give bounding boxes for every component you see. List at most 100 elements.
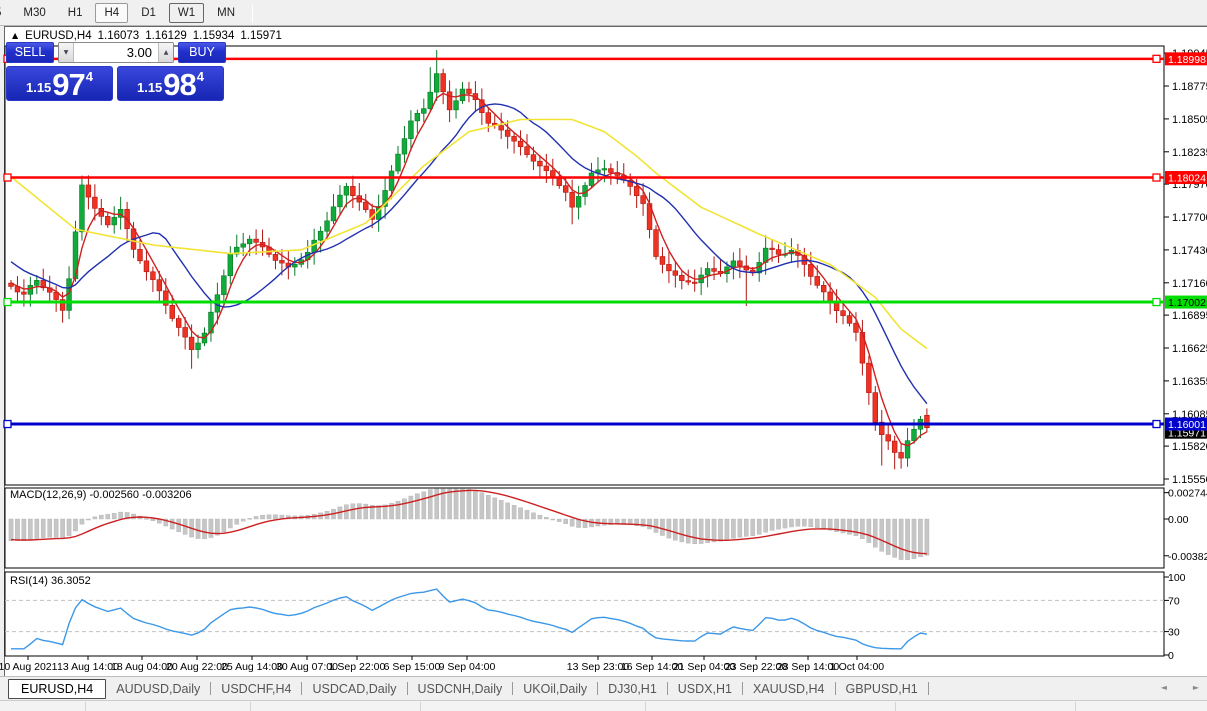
price-badge: 1.18998: [1165, 52, 1207, 66]
buy-price-prefix: 1.15: [136, 80, 163, 95]
price-badge: 1.16001: [1165, 417, 1207, 431]
timeframe-button-m5[interactable]: 5: [0, 3, 10, 23]
macd-signal-line: [10, 489, 927, 555]
tab-separator: [301, 682, 303, 695]
ohlc-high: 1.16129: [145, 30, 187, 42]
sell-price-button[interactable]: 1.15 97 4: [6, 66, 113, 101]
status-strip: [0, 700, 1207, 711]
svg-text:25 Aug 14:00: 25 Aug 14:00: [221, 661, 283, 673]
svg-text:1.17160: 1.17160: [1172, 278, 1207, 290]
rsi-line: [11, 588, 928, 650]
timeframe-button-h1[interactable]: H1: [67, 6, 83, 19]
svg-text:1.17430: 1.17430: [1172, 245, 1207, 257]
timeframe-button-m30[interactable]: M30: [23, 6, 46, 19]
chart-symbol-period: EURUSD,H4: [25, 30, 92, 42]
chart-collapse-icon[interactable]: ▲: [12, 31, 19, 40]
tab-separator: [927, 682, 929, 695]
volume-stepper: ▼ ▲: [58, 42, 174, 63]
volume-increase-button[interactable]: ▲: [158, 43, 173, 62]
svg-text:9 Sep 04:00: 9 Sep 04:00: [439, 661, 496, 673]
ohlc-open: 1.16073: [97, 30, 140, 42]
buy-price-button[interactable]: 1.15 98 4: [117, 66, 224, 101]
svg-text:-0.003829: -0.003829: [1168, 551, 1207, 563]
svg-text:1.17002: 1.17002: [1168, 297, 1206, 309]
svg-text:70: 70: [1168, 595, 1180, 607]
svg-text:13 Aug 14:00: 13 Aug 14:00: [57, 661, 119, 673]
chart-tab[interactable]: GBPUSD,H1: [845, 681, 918, 696]
chart-tab[interactable]: USDCHF,H4: [221, 681, 292, 696]
svg-text:1.15820: 1.15820: [1172, 441, 1207, 453]
chart-tab[interactable]: DJ30,H1: [608, 681, 657, 696]
tab-separator: [597, 682, 599, 695]
buy-button[interactable]: BUY: [178, 42, 226, 63]
level-line[interactable]: [3, 419, 1164, 429]
chart-tab[interactable]: USDCNH,Daily: [417, 681, 503, 696]
timeframe-button-d1[interactable]: D1: [141, 6, 156, 19]
svg-text:10 Aug 2021: 10 Aug 2021: [0, 661, 58, 673]
chart-tabs-bar: EURUSD,H4 AUDUSD,Daily USDCHF,H4 USDCAD,…: [0, 676, 1207, 700]
level-line[interactable]: [3, 173, 1164, 182]
tab-separator: [406, 682, 408, 695]
chart-tab[interactable]: XAUUSD,H4: [752, 681, 825, 696]
ohlc-low: 1.15934: [192, 30, 235, 42]
ma-slow-line: [10, 118, 928, 350]
macd-header: MACD(12,26,9) -0.002560 -0.003206: [10, 489, 192, 501]
timeframe-button-w1[interactable]: W1: [168, 2, 205, 23]
rsi-value: 36.3052: [50, 575, 91, 587]
svg-text:23 Sep 22:00: 23 Sep 22:00: [725, 661, 788, 673]
tab-separator: [666, 682, 668, 695]
macd-label: MACD(12,26,9): [10, 489, 87, 501]
svg-text:1.17700: 1.17700: [1172, 212, 1207, 224]
svg-text:1.18024: 1.18024: [1168, 173, 1206, 185]
chart-tab[interactable]: USDCAD,Daily: [312, 681, 397, 696]
svg-text:0.002744: 0.002744: [1168, 488, 1207, 500]
chart-ohlc-header: ▲ EURUSD,H4 1.16073 1.16129 1.15934 1.15971: [12, 30, 282, 42]
svg-text:1 Sep 22:00: 1 Sep 22:00: [329, 661, 386, 673]
macd-axis-labels: 0.002744 0.00 -0.003829: [1164, 488, 1207, 563]
ma-medium-line: [10, 103, 928, 405]
svg-text:16 Sep 14:00: 16 Sep 14:00: [621, 661, 684, 673]
timeframe-button-h4[interactable]: H4: [95, 2, 129, 23]
svg-text:1.15971: 1.15971: [1168, 428, 1206, 440]
svg-text:1.16895: 1.16895: [1172, 310, 1207, 322]
tabs-scroll-left-icon[interactable]: ◄: [1160, 683, 1167, 692]
svg-text:21 Sep 04:00: 21 Sep 04:00: [673, 661, 736, 673]
tabs-scroll-right-icon[interactable]: ►: [1192, 683, 1199, 692]
svg-text:13 Sep 23:00: 13 Sep 23:00: [567, 661, 630, 673]
svg-text:30: 30: [1168, 627, 1180, 639]
chart-tab[interactable]: UKOil,Daily: [523, 681, 588, 696]
tab-separator: [512, 682, 514, 695]
volume-input[interactable]: [74, 43, 158, 62]
price-badge: 1.18024: [1165, 171, 1207, 185]
svg-text:1.16001: 1.16001: [1168, 419, 1206, 431]
chart-tab-active[interactable]: EURUSD,H4: [8, 678, 107, 699]
rsi-header: RSI(14) 36.3052: [10, 575, 91, 587]
svg-text:1 Oct 04:00: 1 Oct 04:00: [830, 661, 884, 673]
toolbar-separator: [252, 3, 254, 22]
timeframe-toolbar: 5 M30 H1 H4 D1 W1 MN: [0, 0, 1207, 26]
sell-price-big: 97: [52, 66, 85, 102]
svg-text:1.18505: 1.18505: [1172, 114, 1207, 126]
one-click-trading-panel: SELL ▼ ▲ BUY 1.15 97 4 1.15 98 4: [6, 42, 226, 101]
chart-tab[interactable]: USDX,H1: [677, 681, 732, 696]
svg-text:1.15550: 1.15550: [1172, 474, 1207, 486]
price-badge: 1.17002: [1165, 295, 1207, 309]
rsi-axis-labels: 100 70 30 0: [1164, 572, 1186, 662]
svg-text:20 Aug 22:00: 20 Aug 22:00: [166, 661, 228, 673]
svg-text:1.18775: 1.18775: [1172, 81, 1207, 93]
svg-text:1.16625: 1.16625: [1172, 343, 1207, 355]
timeframe-button-mn[interactable]: MN: [217, 6, 236, 19]
ohlc-close: 1.15971: [240, 30, 282, 42]
macd-values: -0.002560 -0.003206: [89, 489, 192, 501]
volume-decrease-button[interactable]: ▼: [59, 43, 74, 62]
chart-tab[interactable]: AUDUSD,Daily: [116, 681, 201, 696]
level-line[interactable]: [3, 297, 1164, 307]
tab-separator: [741, 682, 743, 695]
svg-text:1.18235: 1.18235: [1172, 147, 1207, 159]
ma-fast-line: [10, 92, 928, 447]
sell-button[interactable]: SELL: [6, 42, 54, 63]
buy-price-big: 98: [163, 66, 196, 102]
